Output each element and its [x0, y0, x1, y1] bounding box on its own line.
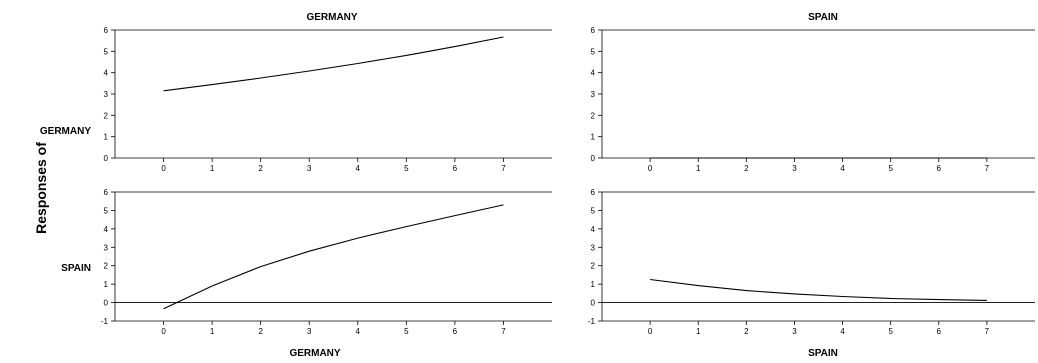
x-tick-label: 2 — [258, 164, 263, 173]
y-tick-label: 1 — [104, 280, 109, 289]
response-line — [163, 204, 504, 310]
row-label-germany: GERMANY — [40, 126, 91, 137]
y-tick-label: 2 — [104, 111, 109, 120]
y-tick-label: 0 — [591, 154, 596, 163]
response-line — [650, 278, 987, 301]
response-line — [163, 36, 504, 92]
y-tick-label: 2 — [591, 262, 596, 271]
y-tick-label: 4 — [591, 225, 596, 234]
y-tick-label: 3 — [104, 243, 109, 252]
panel-germany-to-germany: 0 1 2 3 4 5 6 0 1 2 3 4 5 6 7 — [104, 26, 552, 173]
x-tick-label: 4 — [356, 164, 361, 173]
panel-spain-to-germany: -1 0 1 2 3 4 5 6 0 1 2 3 4 5 6 7 — [101, 188, 552, 336]
y-tick-label: -1 — [588, 317, 596, 326]
x-tick-label: 4 — [356, 327, 361, 336]
x-tick-label: 7 — [501, 327, 506, 336]
x-tick-label: 0 — [648, 327, 653, 336]
y-tick-label: 5 — [104, 47, 109, 56]
x-tick-label: 5 — [404, 164, 409, 173]
y-tick-label: 5 — [591, 47, 596, 56]
x-tick-label: 3 — [307, 164, 312, 173]
x-tick-label: 0 — [648, 164, 653, 173]
y-tick-label: -1 — [101, 317, 109, 326]
y-tick-label: 4 — [104, 225, 109, 234]
y-tick-label: 3 — [104, 90, 109, 99]
x-tick-label: 0 — [161, 164, 166, 173]
col-title-germany: GERMANY — [306, 12, 357, 23]
x-tick-label: 7 — [985, 327, 990, 336]
x-tick-label: 4 — [840, 164, 845, 173]
x-tick-label: 1 — [696, 164, 701, 173]
x-tick-label: 0 — [161, 327, 166, 336]
x-tick-label: 3 — [792, 327, 797, 336]
x-tick-label: 1 — [210, 164, 215, 173]
x-tick-label: 3 — [792, 164, 797, 173]
y-tick-label: 5 — [591, 206, 596, 215]
x-tick-label: 4 — [840, 327, 845, 336]
x-tick-label: 6 — [937, 327, 942, 336]
y-axis-title: Responses of — [33, 142, 49, 234]
col-footer-germany: GERMANY — [289, 348, 340, 359]
x-tick-label: 7 — [501, 164, 506, 173]
y-tick-label: 2 — [591, 111, 596, 120]
x-tick-label: 6 — [453, 327, 458, 336]
y-tick-label: 6 — [591, 26, 596, 35]
x-tick-label: 7 — [985, 164, 990, 173]
col-title-spain: SPAIN — [808, 12, 838, 23]
y-tick-label: 4 — [104, 69, 109, 78]
y-tick-label: 6 — [591, 188, 596, 197]
x-tick-label: 1 — [696, 327, 701, 336]
y-tick-label: 1 — [591, 133, 596, 142]
x-tick-label: 3 — [307, 327, 312, 336]
x-tick-label: 5 — [404, 327, 409, 336]
y-tick-label: 5 — [104, 206, 109, 215]
row-label-spain: SPAIN — [61, 263, 91, 274]
x-tick-label: 6 — [453, 164, 458, 173]
y-tick-label: 3 — [591, 243, 596, 252]
x-tick-label: 5 — [888, 164, 893, 173]
x-tick-label: 2 — [744, 164, 749, 173]
y-tick-label: 2 — [104, 262, 109, 271]
y-tick-label: 6 — [104, 26, 109, 35]
y-tick-label: 6 — [104, 188, 109, 197]
y-tick-label: 1 — [591, 280, 596, 289]
col-footer-spain: SPAIN — [808, 348, 838, 359]
panel-germany-to-spain: 0 1 2 3 4 5 6 0 1 2 3 4 5 6 7 — [591, 26, 1035, 173]
y-tick-label: 3 — [591, 90, 596, 99]
x-tick-label: 2 — [258, 327, 263, 336]
y-tick-label: 0 — [104, 299, 109, 308]
y-tick-label: 4 — [591, 69, 596, 78]
x-tick-label: 2 — [744, 327, 749, 336]
y-tick-label: 1 — [104, 133, 109, 142]
panel-spain-to-spain: -1 0 1 2 3 4 5 6 0 1 2 3 4 5 6 7 — [588, 188, 1035, 336]
y-tick-label: 0 — [104, 154, 109, 163]
x-tick-label: 6 — [937, 164, 942, 173]
y-tick-label: 0 — [591, 299, 596, 308]
x-tick-label: 5 — [888, 327, 893, 336]
x-tick-label: 1 — [210, 327, 215, 336]
